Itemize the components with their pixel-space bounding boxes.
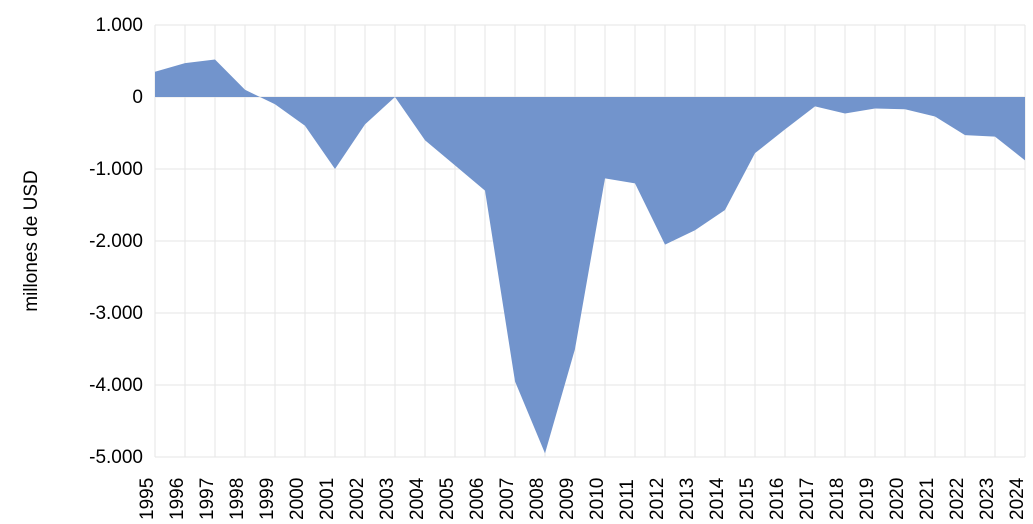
x-tick-label: 2009 [557,478,578,520]
x-tick-label: 2017 [797,478,818,520]
y-tick-label: 0 [132,87,143,108]
x-tick-label: 2022 [947,478,968,520]
x-tick-label: 2012 [647,478,668,520]
x-tick-label: 2006 [467,478,488,520]
x-tick-label: 2000 [287,478,308,520]
y-tick-label: -2.000 [89,231,143,252]
x-tick-label: 1997 [197,478,218,520]
x-tick-label: 2002 [347,478,368,520]
x-tick-label: 2020 [887,478,908,520]
x-tick-label: 2004 [407,477,428,520]
x-tick-label: 2010 [587,478,608,520]
x-tick-label: 1995 [137,478,158,520]
y-tick-label: 1.000 [95,15,143,36]
x-tick-label: 2007 [497,478,518,520]
x-tick-label: 2021 [917,478,938,520]
x-tick-label: 2016 [767,478,788,520]
x-tick-label: 2011 [617,479,638,520]
x-tick-label: 2001 [317,478,338,520]
x-tick-label: 2019 [857,478,878,520]
x-tick-label: 2015 [737,478,758,520]
area [155,59,1025,454]
x-tick-label: 1999 [257,478,278,520]
y-tick-label: -3.000 [89,303,143,324]
x-tick-label: 2003 [377,478,398,520]
x-tick-label: 2014 [707,477,728,520]
x-tick-label: 1996 [167,478,188,520]
x-tick-label: 2005 [437,478,458,520]
y-tick-label: -4.000 [89,375,143,396]
x-tick-label: 2024 [1007,477,1028,520]
y-tick-label: -1.000 [89,159,143,180]
y-tick-label: -5.000 [89,447,143,468]
x-tick-label: 2013 [677,478,698,520]
y-axis-label: millones de USD [21,170,42,312]
x-tick-label: 2023 [977,478,998,520]
x-tick-label: 2018 [827,478,848,520]
x-tick-label: 2008 [527,478,548,520]
x-tick-label: 1998 [227,478,248,520]
